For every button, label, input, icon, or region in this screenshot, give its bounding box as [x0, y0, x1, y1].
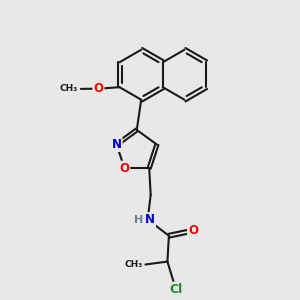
Text: O: O	[188, 224, 198, 237]
Text: H: H	[134, 214, 143, 225]
Text: CH₃: CH₃	[59, 84, 77, 93]
Text: O: O	[93, 82, 103, 95]
Text: CH₃: CH₃	[125, 260, 143, 269]
Text: N: N	[145, 213, 155, 226]
Text: N: N	[112, 138, 122, 151]
Text: Cl: Cl	[169, 283, 183, 296]
Text: O: O	[119, 162, 129, 175]
